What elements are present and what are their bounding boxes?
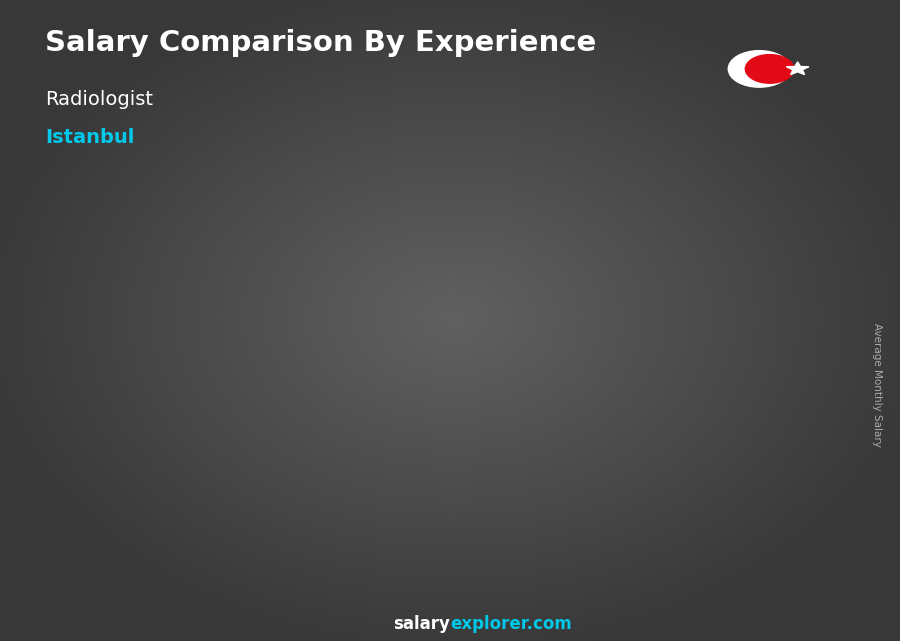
Text: 24,500 TRY: 24,500 TRY <box>365 513 428 524</box>
Polygon shape <box>276 411 291 577</box>
Bar <box>642 288 649 577</box>
Bar <box>584 288 649 577</box>
Text: +22%: +22% <box>403 261 457 279</box>
Polygon shape <box>87 455 166 462</box>
Polygon shape <box>584 276 664 288</box>
Bar <box>392 353 400 577</box>
Bar <box>708 262 773 577</box>
Text: +38%: +38% <box>155 381 209 399</box>
Bar <box>336 353 344 577</box>
Text: 17,200 TRY: 17,200 TRY <box>241 515 304 525</box>
Bar <box>144 462 152 577</box>
Text: explorer.com: explorer.com <box>450 615 572 633</box>
Polygon shape <box>400 342 416 577</box>
Polygon shape <box>460 292 540 303</box>
Polygon shape <box>212 411 291 419</box>
Text: 31,600 TRY: 31,600 TRY <box>616 445 680 454</box>
Text: +9%: +9% <box>658 218 700 236</box>
Bar <box>212 419 276 577</box>
Text: Istanbul: Istanbul <box>45 128 134 147</box>
Text: Salary Comparison By Experience: Salary Comparison By Experience <box>45 29 596 57</box>
Text: Radiologist: Radiologist <box>45 90 153 109</box>
Bar <box>460 303 468 577</box>
Polygon shape <box>773 249 788 577</box>
Polygon shape <box>649 276 664 577</box>
Bar <box>87 462 95 577</box>
Polygon shape <box>787 62 809 74</box>
Polygon shape <box>152 455 166 577</box>
Bar <box>517 303 525 577</box>
Text: 29,900 TRY: 29,900 TRY <box>492 490 555 500</box>
Text: +42%: +42% <box>279 310 333 329</box>
Text: +6%: +6% <box>534 244 576 262</box>
Bar <box>336 353 400 577</box>
Polygon shape <box>525 292 540 577</box>
Polygon shape <box>336 342 416 353</box>
Text: 12,500 TRY: 12,500 TRY <box>77 519 140 529</box>
Circle shape <box>745 54 794 83</box>
Bar <box>766 262 773 577</box>
Bar <box>87 462 152 577</box>
Bar <box>708 262 716 577</box>
Bar <box>268 419 276 577</box>
Bar <box>460 303 525 577</box>
Text: salary: salary <box>393 615 450 633</box>
Bar <box>584 288 592 577</box>
Bar <box>212 419 220 577</box>
Polygon shape <box>708 249 788 262</box>
Circle shape <box>728 51 790 87</box>
Text: Average Monthly Salary: Average Monthly Salary <box>872 322 883 447</box>
Text: 34,400 TRY: 34,400 TRY <box>747 412 810 421</box>
